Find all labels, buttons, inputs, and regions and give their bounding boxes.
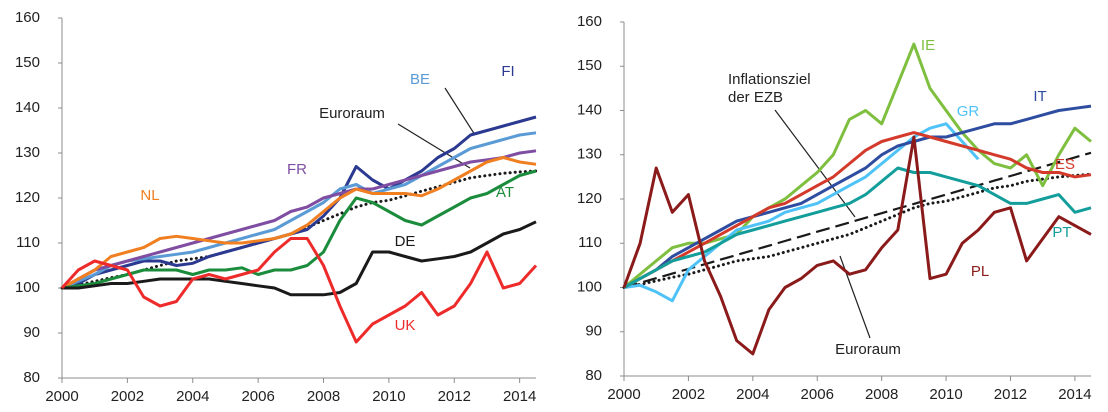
series-line: [623, 104, 1092, 289]
series-label: AT: [496, 184, 514, 201]
series-line: [622, 135, 1092, 356]
series-label: IT: [1033, 88, 1046, 105]
x-tick-label: 2010: [929, 386, 962, 403]
y-tick-label: 100: [15, 279, 40, 296]
series-line: [623, 166, 1092, 289]
x-tick-label: 2006: [241, 388, 274, 405]
series-label: PT: [1052, 224, 1071, 241]
y-tick-label: 110: [16, 234, 40, 251]
x-tick-label: 2000: [45, 388, 78, 405]
series-label: Euroraum: [835, 341, 901, 358]
annotation-arrow: [397, 123, 471, 169]
x-tick-label: 2012: [994, 386, 1027, 403]
series-line: [61, 156, 537, 290]
annotation: der EZB: [728, 89, 783, 106]
x-tick-label: 2002: [111, 388, 144, 405]
series-line: [623, 122, 980, 303]
series-line: [622, 172, 1093, 289]
series-label: Euroraum: [319, 105, 385, 122]
series-line: [60, 237, 538, 344]
annotation-arrow: [444, 87, 476, 136]
series-line: [61, 115, 537, 290]
series-label: UK: [395, 317, 416, 334]
series-line: [623, 151, 1092, 289]
y-tick-label: 160: [577, 13, 602, 30]
series-label: GR: [957, 103, 980, 120]
x-tick-label: 2008: [307, 388, 340, 405]
series-label: ES: [1055, 156, 1075, 173]
x-tick-label: 2006: [801, 386, 834, 403]
series-label: FI: [501, 63, 514, 80]
x-tick-label: 2014: [503, 388, 536, 405]
y-tick-label: 80: [23, 369, 40, 386]
y-tick-label: 130: [577, 146, 602, 163]
x-tick-label: 2004: [736, 386, 769, 403]
y-tick-label: 90: [23, 324, 40, 341]
x-tick-label: 2012: [438, 388, 471, 405]
series-line: [62, 220, 537, 297]
annotation: Inflationsziel: [728, 71, 811, 88]
x-tick-label: 2014: [1058, 386, 1091, 403]
series-label: IE: [921, 37, 935, 54]
y-tick-label: 110: [578, 234, 602, 251]
y-tick-label: 150: [15, 54, 40, 71]
series-line: [61, 131, 537, 290]
y-tick-label: 150: [577, 57, 602, 74]
x-tick-label: 2000: [607, 386, 640, 403]
series-line: [61, 149, 537, 290]
y-tick-label: 130: [15, 144, 40, 161]
x-tick-label: 2008: [865, 386, 898, 403]
series-label: DE: [395, 233, 416, 250]
y-tick-label: 140: [577, 101, 602, 118]
x-tick-label: 2004: [176, 388, 209, 405]
series-label: PL: [971, 263, 989, 280]
series-label: BE: [410, 71, 430, 88]
x-tick-label: 2010: [372, 388, 405, 405]
y-tick-label: 140: [15, 99, 40, 116]
y-tick-label: 120: [15, 189, 40, 206]
series-label: NL: [140, 187, 159, 204]
series-label: FR: [287, 161, 307, 178]
annotation-arrow: [774, 109, 856, 218]
y-tick-label: 120: [577, 190, 602, 207]
x-tick-label: 2002: [672, 386, 705, 403]
y-tick-label: 100: [577, 278, 602, 295]
y-tick-label: 80: [585, 367, 602, 384]
series-line: [61, 169, 537, 290]
y-tick-label: 90: [585, 323, 602, 340]
y-tick-label: 160: [15, 9, 40, 26]
